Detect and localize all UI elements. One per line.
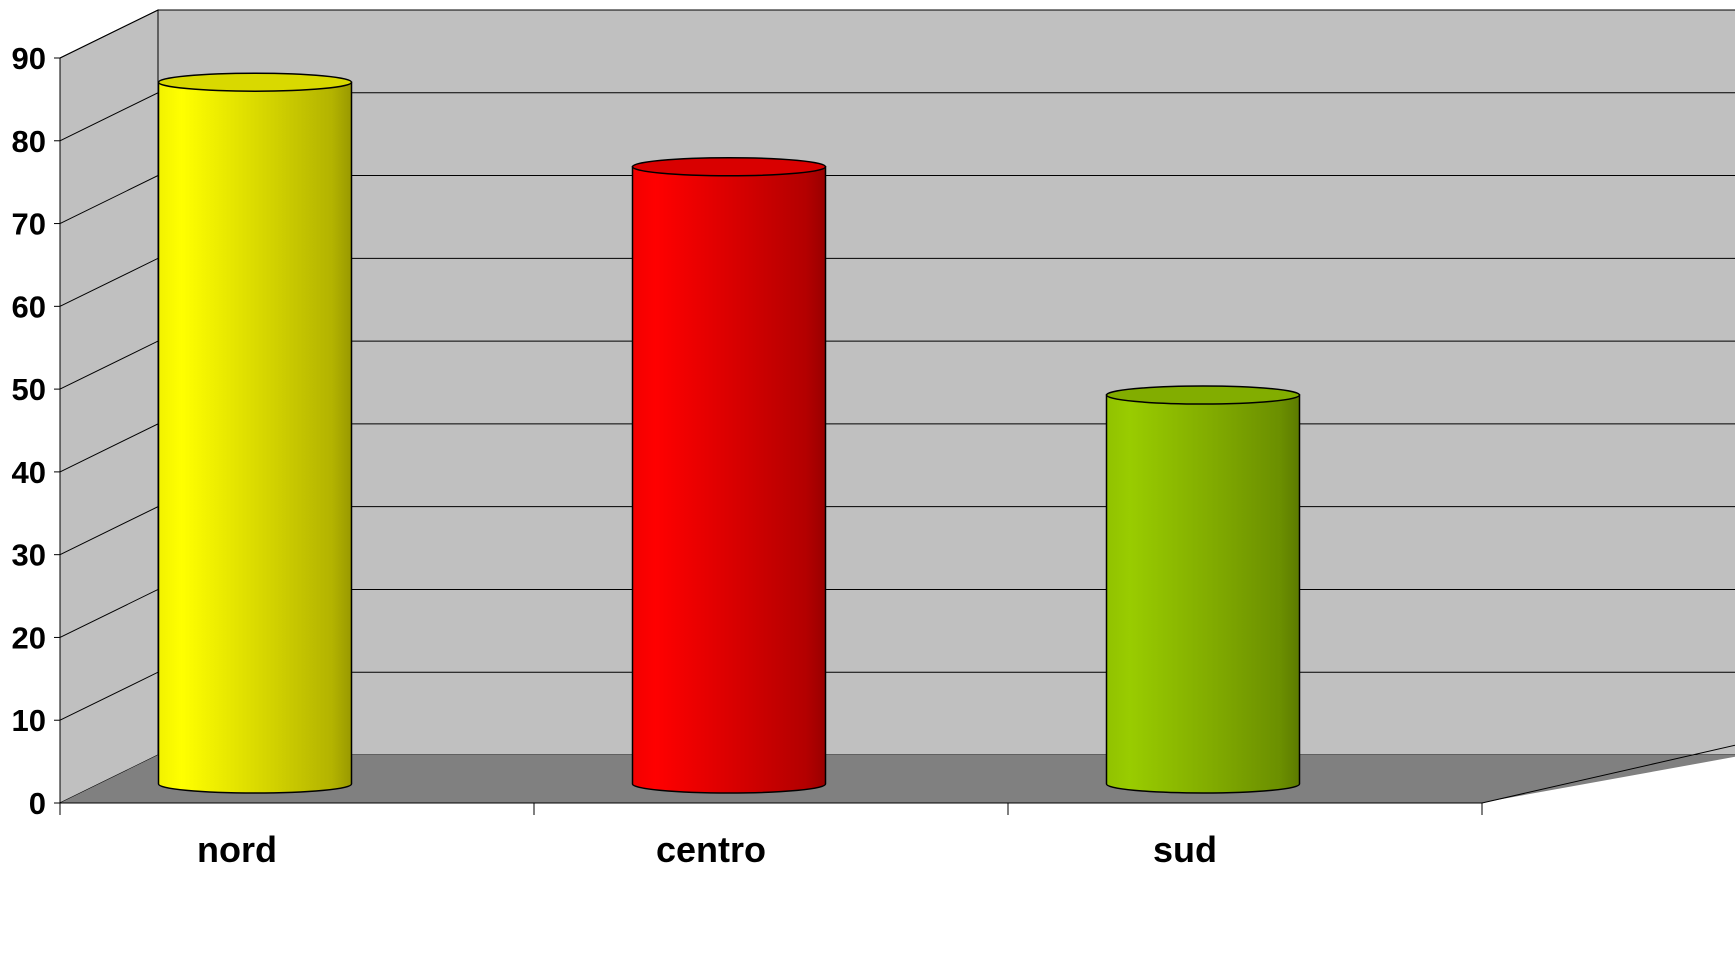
bar-body xyxy=(157,81,353,794)
y-tick-label: 60 xyxy=(12,289,46,324)
x-tick-label: sud xyxy=(1153,829,1217,870)
bar-top-cap xyxy=(157,72,353,92)
y-axis-tick-labels: 0 10 20 30 40 50 60 70 80 90 xyxy=(12,41,46,821)
y-tick-label: 90 xyxy=(12,41,46,76)
y-tick-label: 10 xyxy=(12,703,46,738)
y-tick-label: 30 xyxy=(12,538,46,573)
axes xyxy=(54,57,1735,815)
back-wall xyxy=(157,9,1735,756)
bar-top-cap xyxy=(631,156,827,177)
x-tick-label: nord xyxy=(197,829,277,870)
y-tick-label: 70 xyxy=(12,207,46,242)
bar-nord xyxy=(157,72,353,794)
y-tick-label: 20 xyxy=(12,620,46,655)
floor xyxy=(60,755,1735,803)
x-axis-tick-labels: nord centro sud xyxy=(197,829,1217,870)
y-tick-label: 0 xyxy=(29,786,46,821)
side-wall xyxy=(59,9,159,804)
gridline xyxy=(59,9,1735,59)
floor-edge xyxy=(1481,744,1735,804)
bar-body xyxy=(631,165,827,794)
bar-top-cap xyxy=(1105,385,1301,405)
x-tick-label: centro xyxy=(656,829,766,870)
y-tick-label: 80 xyxy=(12,124,46,159)
y-tick-label: 40 xyxy=(12,455,46,490)
bars xyxy=(157,72,1301,794)
chart-walls xyxy=(59,9,1735,804)
bar-centro xyxy=(631,156,827,794)
y-tick-label: 50 xyxy=(12,372,46,407)
bar-sud xyxy=(1105,385,1301,794)
bar-body xyxy=(1105,394,1301,794)
